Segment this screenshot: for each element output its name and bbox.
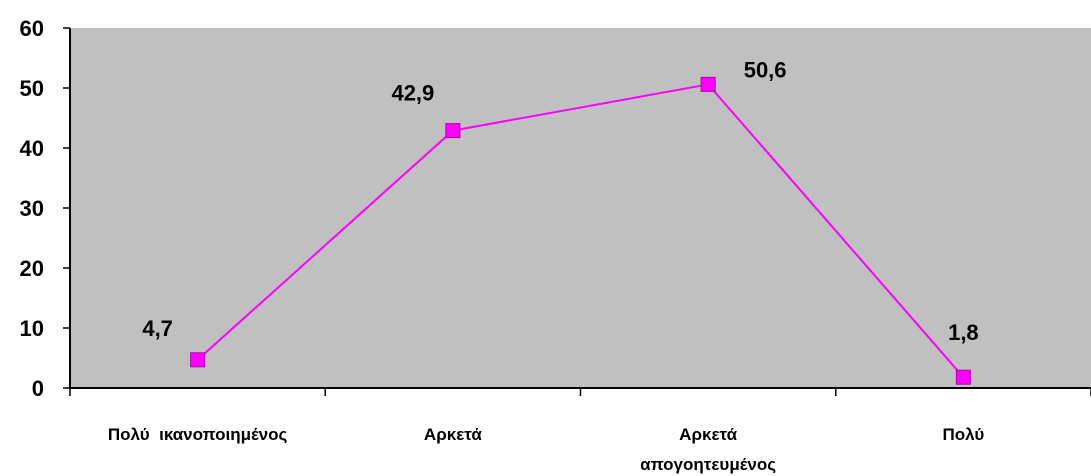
data-label: 50,6 <box>744 57 787 82</box>
y-axis-tick-label: 30 <box>20 196 44 221</box>
data-label: 1,8 <box>948 320 979 345</box>
data-point-marker <box>700 76 716 92</box>
y-axis-tick-labels: 0 10 20 30 40 50 60 <box>20 16 70 401</box>
x-axis-category-labels: Πολύ ικανοποιημένος Αρκετά Αρκετά απογοητευ… <box>69 388 1091 474</box>
data-label: 4,7 <box>142 316 173 341</box>
y-axis-tick-label: 20 <box>20 256 44 281</box>
data-labels: 4,7 42,9 50,6 1,8 <box>142 57 978 345</box>
y-axis-tick-label: 0 <box>32 376 44 401</box>
series-line <box>196 83 965 378</box>
data-label: 42,9 <box>391 81 434 106</box>
y-axis-tick-label: 50 <box>20 76 44 101</box>
y-axis-tick-label: 40 <box>20 136 44 161</box>
data-point-marker <box>955 369 971 385</box>
x-axis-category-label: Αρκετά <box>424 425 482 444</box>
y-axis-tick-label: 10 <box>20 316 44 341</box>
x-axis-category-label: απογοητευμένος <box>640 455 776 474</box>
x-axis-category-label: Πολύ ικανοποιημένος <box>108 425 288 444</box>
y-axis-tick-label: 60 <box>20 16 44 41</box>
x-axis-category-label: Αρκετά <box>679 425 737 444</box>
data-point-marker <box>190 352 206 368</box>
data-series <box>190 76 971 385</box>
data-point-marker <box>445 123 461 139</box>
x-axis-category-label: Πολύ <box>942 425 984 444</box>
plot-area <box>70 28 1091 388</box>
